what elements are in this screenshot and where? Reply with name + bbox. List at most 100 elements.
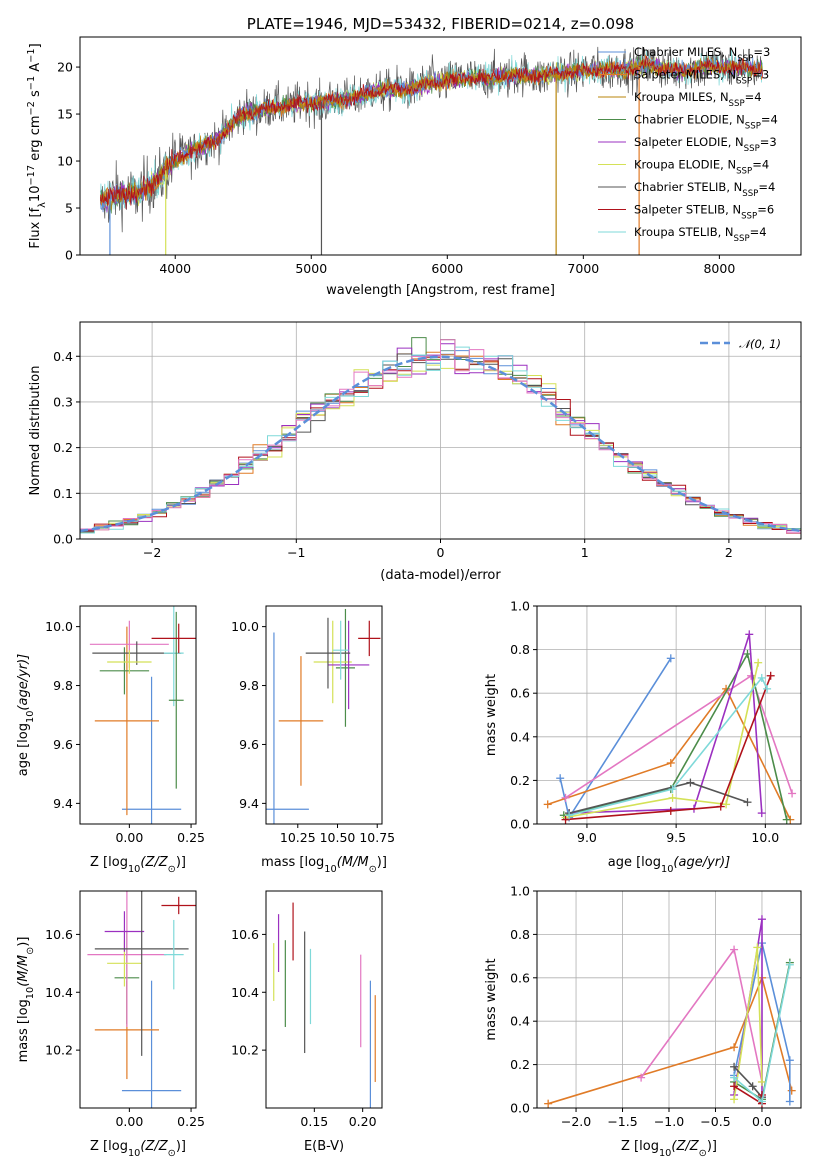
x-tick-label: 2 (725, 545, 733, 560)
weight-series-line (565, 675, 772, 821)
y-tick-label: 0.3 (53, 394, 73, 409)
histogram-x-label: (data-model)/error (380, 568, 501, 583)
x-tick-label: 0.25 (177, 1114, 205, 1129)
label-part: −2 (26, 101, 37, 115)
label-part: A (28, 63, 43, 76)
label-part: Salpeter STELIB, N (634, 203, 741, 217)
errorbar-panel-mass-vs-EBV: 0.15 0.20 10.2 10.4 10.6 E(B-V) (231, 890, 383, 1154)
panel-x-label: Z [log10(Z/Z⊙)] (621, 1139, 717, 1159)
weight-series-line (565, 662, 759, 819)
x-tick-label: 10.50 (320, 830, 356, 845)
y-tick-label: 0.8 (510, 927, 530, 942)
label-part: (Z/Z (140, 1139, 168, 1154)
y-tick-label: 0.4 (510, 1014, 530, 1029)
label-part: Kroupa MILES, N (634, 90, 729, 104)
label-part: Chabrier STELIB, N (634, 180, 742, 194)
y-tick-label: 9.8 (53, 678, 73, 693)
y-tick-label: 0.2 (53, 440, 73, 455)
panel-y-label: mass weight (484, 958, 499, 1040)
label-part: age [log (16, 723, 31, 776)
label-part: −17 (26, 165, 37, 186)
y-tick-label: 15 (57, 107, 73, 122)
errorbar-panel-age-vs-Z: 0.00 0.259.49.69.810.0Z [log10(Z/Z⊙)]age … (16, 605, 205, 875)
legend-entry-label: Kroupa STELIB, NSSP=4 (634, 225, 767, 244)
label-part: =6 (757, 203, 774, 217)
label-part: age [log (608, 855, 661, 870)
label-part: =3 (753, 45, 770, 59)
label-part: Chabrier MILES, N (634, 45, 737, 59)
legend-entry-label: Kroupa ELODIE, NSSP=4 (634, 158, 769, 177)
spectrum-frame (79, 36, 802, 256)
panel-x-label: Z [log10(Z/Z⊙)] (90, 1139, 186, 1159)
label-part: mass [log (261, 855, 324, 870)
weight-panel-mass-weight-vs-Z: −2.0 −1.5 −1.0 −0.5 0.0 0.0 0.2 0.4 0.6 0.8 1.0 Z [… (484, 884, 802, 1159)
panel-y-label: age [log10(age/yr)] (16, 654, 36, 777)
y-tick-label: 1.0 (510, 599, 530, 614)
spectrum-y-label: Flux [fλ10−17 erg cm−2 s−1 A−1] (26, 43, 48, 248)
weight-series-line (640, 947, 763, 1083)
spectrum-x-label: wavelength [Angstrom, rest frame] (326, 283, 555, 298)
label-part: =4 (761, 113, 778, 127)
y-tick-label: 5 (65, 201, 73, 216)
y-tick-label: 10.2 (231, 1043, 259, 1058)
y-tick-label: 10.6 (45, 927, 73, 942)
label-part: −1 (26, 76, 37, 90)
label-part: SSP (729, 99, 745, 109)
y-tick-label: 0.0 (510, 817, 530, 832)
histogram-frame (79, 321, 802, 540)
x-tick-label: 1 (581, 545, 589, 560)
legend-entry-label: Kroupa MILES, NSSP=4 (634, 90, 762, 109)
x-tick-label: −0.5 (700, 1114, 730, 1129)
legend-entry-label: Chabrier ELODIE, NSSP=4 (634, 113, 778, 132)
y-tick-label: 10.0 (231, 619, 259, 634)
label-part: 10 (128, 1148, 140, 1159)
label-part: erg cm (28, 115, 43, 164)
label-part: 10 (128, 864, 140, 875)
label-part: (M/M (337, 855, 369, 870)
y-tick-label: 0.6 (510, 686, 530, 701)
panel-frame (536, 605, 802, 825)
label-part: 10 (25, 987, 36, 999)
y-tick-label: 0.2 (510, 1057, 530, 1072)
panel-x-label: Z [log10(Z/Z⊙)] (90, 855, 186, 875)
panel-frame (79, 890, 197, 1109)
y-tick-label: 9.6 (53, 737, 73, 752)
label-part: SSP (742, 189, 758, 199)
legend-entry-label: Salpeter STELIB, NSSP=6 (634, 203, 774, 222)
x-tick-label: 0.15 (300, 1114, 328, 1129)
x-tick-label: 5000 (295, 261, 327, 276)
label-part: )] (16, 937, 31, 947)
label-part: SSP (734, 234, 750, 244)
spectrum-series-line (100, 55, 763, 210)
label-part: =3 (752, 68, 769, 82)
histogram-y-label: Normed distribution (28, 366, 43, 496)
label-part: λ (37, 202, 48, 208)
x-tick-label: −1.0 (654, 1114, 684, 1129)
y-tick-label: 1.0 (510, 884, 530, 899)
legend-entry-label: Chabrier STELIB, NSSP=4 (634, 180, 775, 199)
weight-series-line (547, 975, 793, 1105)
x-tick-label: −2 (143, 545, 161, 560)
label-part: ⊙ (168, 864, 176, 875)
label-part: Kroupa ELODIE, N (634, 158, 736, 172)
label-part: SSP (745, 122, 761, 132)
label-part: −1 (26, 48, 37, 62)
x-tick-label: 9.0 (577, 830, 597, 845)
label-part: Kroupa STELIB, N (634, 225, 734, 239)
x-tick-label: 4000 (159, 261, 191, 276)
weight-panel-mass-weight-vs-age: 9.0 9.5 10.0 0.0 0.2 0.4 0.6 0.8 1.0 age [log10(a… (484, 599, 802, 875)
label-part: )] (707, 1139, 717, 1154)
label-part: SSP (744, 144, 760, 154)
weight-series-line (568, 676, 768, 817)
label-part: 10 (661, 864, 673, 875)
y-tick-label: 9.4 (53, 796, 73, 811)
y-tick-label: 10 (57, 154, 73, 169)
spectrum-panel: PLATE=1946, MJD=53432, FIBERID=0214, z=0… (26, 15, 802, 298)
label-part: ] (28, 43, 43, 48)
x-tick-label: −1.5 (607, 1114, 637, 1129)
y-tick-label: 0.2 (510, 773, 530, 788)
label-part: 10 (25, 711, 36, 723)
